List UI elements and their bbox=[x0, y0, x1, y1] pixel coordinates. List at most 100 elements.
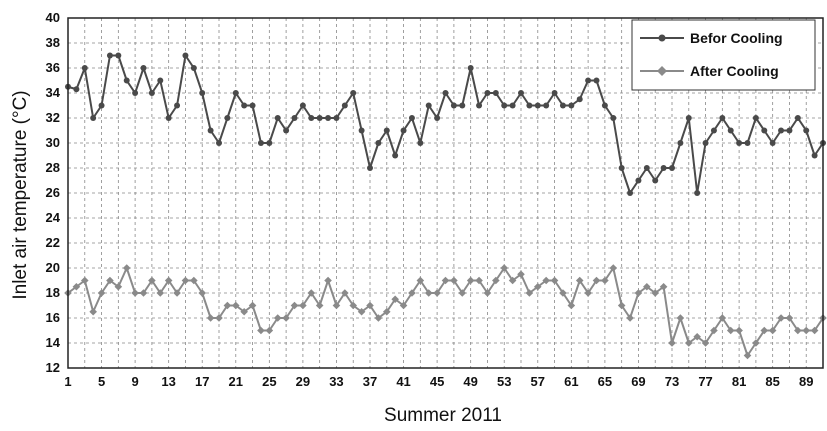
data-point bbox=[601, 276, 609, 285]
data-point bbox=[106, 276, 114, 285]
data-point bbox=[802, 326, 811, 335]
data-point bbox=[358, 127, 365, 134]
data-point bbox=[476, 102, 483, 109]
data-point bbox=[283, 127, 290, 134]
data-point bbox=[652, 177, 659, 184]
data-point bbox=[475, 276, 483, 285]
data-point bbox=[299, 102, 306, 109]
data-point bbox=[669, 165, 675, 171]
data-point bbox=[785, 314, 794, 322]
data-point bbox=[97, 289, 106, 297]
data-point bbox=[90, 115, 97, 121]
y-axis-ticks: 12 14 16 18 20 22 24 26 28 30 32 34 36 38 40 bbox=[46, 10, 61, 375]
data-point bbox=[408, 289, 416, 297]
data-point bbox=[349, 301, 358, 310]
legend-marker-after-cooling bbox=[657, 66, 667, 76]
data-point bbox=[434, 115, 441, 121]
data-point bbox=[89, 307, 97, 316]
data-point bbox=[543, 102, 550, 109]
data-point bbox=[736, 140, 743, 146]
data-point bbox=[760, 326, 769, 335]
data-point bbox=[341, 289, 349, 297]
legend-label-befor-cooling: Befor Cooling bbox=[690, 30, 783, 46]
x-tick-label: 21 bbox=[229, 374, 243, 389]
data-point bbox=[199, 90, 206, 96]
data-point bbox=[635, 177, 642, 184]
data-point bbox=[575, 276, 584, 285]
data-point bbox=[492, 276, 500, 285]
x-tick-label: 57 bbox=[531, 374, 545, 389]
data-point bbox=[425, 102, 432, 109]
data-point bbox=[550, 276, 559, 285]
legend: Befor Cooling After Cooling bbox=[631, 19, 816, 91]
y-tick-label: 26 bbox=[46, 185, 60, 200]
data-point bbox=[198, 289, 207, 297]
data-point bbox=[450, 276, 458, 285]
data-point bbox=[442, 90, 449, 96]
data-point bbox=[325, 115, 332, 121]
data-point bbox=[231, 301, 240, 310]
data-point bbox=[80, 276, 89, 285]
data-point bbox=[392, 152, 399, 159]
data-point bbox=[677, 140, 684, 146]
series-befor-cooling bbox=[65, 52, 826, 196]
data-point bbox=[165, 115, 172, 121]
data-point bbox=[416, 276, 425, 285]
data-point bbox=[131, 289, 139, 297]
y-tick-label: 34 bbox=[46, 85, 61, 100]
data-point bbox=[341, 102, 348, 109]
data-point bbox=[752, 339, 760, 347]
data-point bbox=[408, 115, 415, 121]
data-point bbox=[533, 282, 542, 291]
data-point bbox=[727, 127, 734, 134]
data-point bbox=[568, 102, 575, 109]
data-point bbox=[207, 127, 214, 134]
data-point bbox=[803, 127, 810, 134]
data-point bbox=[72, 282, 81, 291]
data-point bbox=[684, 339, 693, 347]
y-tick-label: 18 bbox=[46, 285, 60, 300]
data-point bbox=[694, 190, 701, 196]
data-point bbox=[778, 127, 785, 134]
data-point bbox=[73, 86, 80, 93]
data-point bbox=[140, 65, 147, 71]
x-tick-label: 17 bbox=[195, 374, 209, 389]
data-point bbox=[525, 289, 534, 297]
x-tick-label: 53 bbox=[497, 374, 511, 389]
data-point bbox=[726, 326, 735, 335]
legend-marker-befor-cooling bbox=[658, 34, 666, 42]
data-point bbox=[122, 264, 131, 272]
data-point bbox=[601, 102, 608, 109]
data-point bbox=[710, 326, 718, 335]
data-point bbox=[685, 115, 692, 121]
x-tick-label: 85 bbox=[765, 374, 779, 389]
x-tick-label: 81 bbox=[732, 374, 746, 389]
x-tick-label: 37 bbox=[363, 374, 377, 389]
data-point bbox=[382, 307, 391, 316]
x-tick-label: 13 bbox=[161, 374, 175, 389]
data-point bbox=[701, 339, 710, 347]
y-tick-label: 16 bbox=[46, 310, 60, 325]
y-tick-label: 32 bbox=[46, 110, 60, 125]
data-point bbox=[659, 282, 668, 291]
x-tick-label: 69 bbox=[631, 374, 645, 389]
data-point bbox=[417, 140, 424, 146]
data-point bbox=[399, 301, 408, 310]
data-point bbox=[375, 140, 382, 146]
data-point bbox=[249, 102, 256, 109]
x-tick-label: 65 bbox=[598, 374, 612, 389]
data-point bbox=[450, 102, 457, 109]
data-point bbox=[164, 276, 173, 285]
data-point bbox=[585, 77, 592, 84]
data-point bbox=[148, 90, 155, 96]
data-point bbox=[483, 289, 492, 297]
data-point bbox=[157, 77, 164, 84]
data-point bbox=[584, 289, 592, 297]
data-point bbox=[156, 289, 165, 297]
data-point bbox=[366, 301, 374, 310]
data-point bbox=[484, 90, 491, 96]
data-point bbox=[467, 65, 474, 71]
x-tick-label: 33 bbox=[329, 374, 343, 389]
data-point bbox=[719, 115, 726, 121]
data-point bbox=[265, 326, 274, 335]
